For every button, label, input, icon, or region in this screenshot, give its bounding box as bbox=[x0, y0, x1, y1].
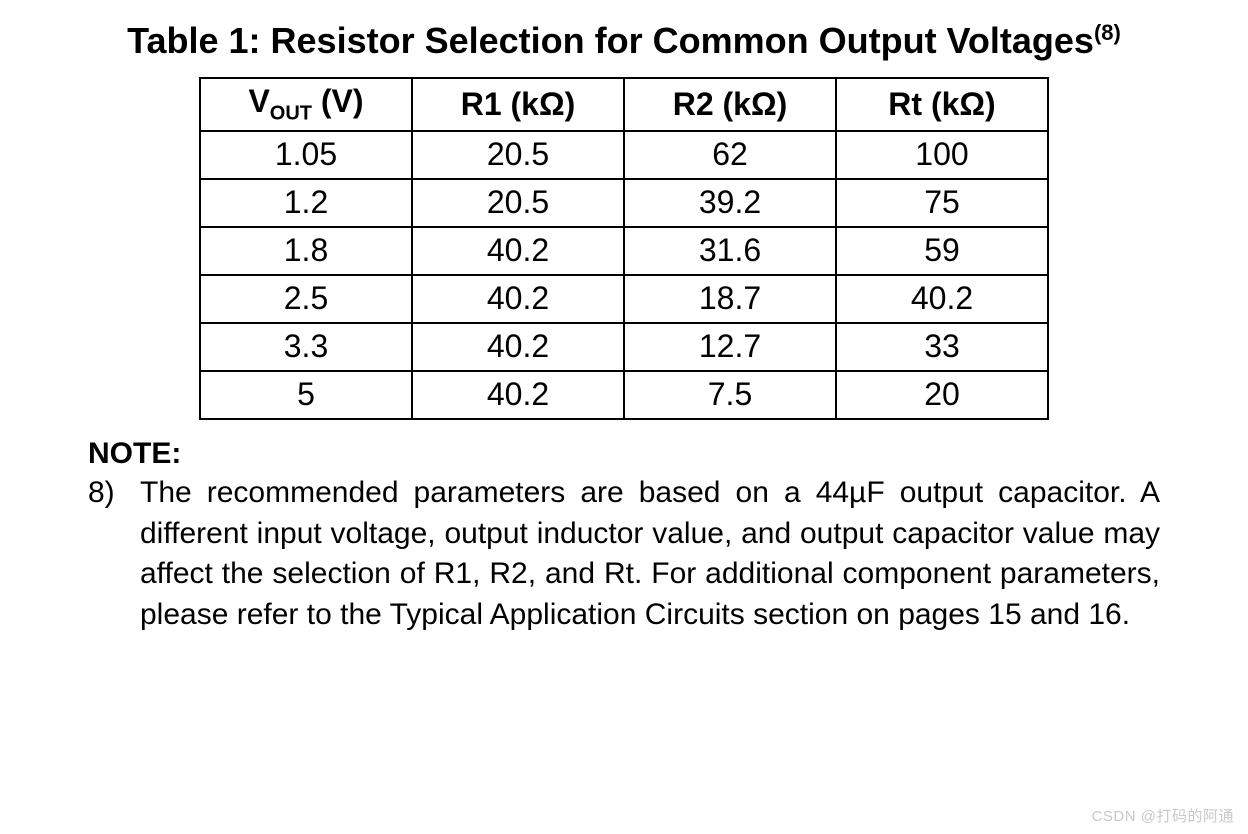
cell-vout: 1.8 bbox=[200, 227, 412, 275]
page-container: Table 1: Resistor Selection for Common O… bbox=[0, 0, 1248, 635]
cell-r2: 39.2 bbox=[624, 179, 836, 227]
note-label: NOTE: bbox=[88, 434, 1160, 473]
cell-r2: 62 bbox=[624, 131, 836, 179]
cell-rt: 75 bbox=[836, 179, 1048, 227]
cell-r1: 40.2 bbox=[412, 323, 624, 371]
table-row: 2.5 40.2 18.7 40.2 bbox=[200, 275, 1048, 323]
col-header-rt: Rt (kΩ) bbox=[836, 78, 1048, 131]
table-row: 1.8 40.2 31.6 59 bbox=[200, 227, 1048, 275]
cell-rt: 59 bbox=[836, 227, 1048, 275]
table-title: Table 1: Resistor Selection for Common O… bbox=[84, 18, 1164, 63]
cell-rt: 33 bbox=[836, 323, 1048, 371]
cell-vout: 1.2 bbox=[200, 179, 412, 227]
table-header-row: VOUT (V) R1 (kΩ) R2 (kΩ) Rt (kΩ) bbox=[200, 78, 1048, 131]
cell-r1: 40.2 bbox=[412, 275, 624, 323]
cell-r1: 40.2 bbox=[412, 371, 624, 419]
title-text: Table 1: Resistor Selection for Common O… bbox=[127, 20, 1094, 61]
cell-r1: 20.5 bbox=[412, 179, 624, 227]
cell-rt: 40.2 bbox=[836, 275, 1048, 323]
table-row: 5 40.2 7.5 20 bbox=[200, 371, 1048, 419]
cell-vout: 1.05 bbox=[200, 131, 412, 179]
cell-vout: 2.5 bbox=[200, 275, 412, 323]
title-superscript: (8) bbox=[1094, 20, 1121, 45]
col-header-vout-pre: V bbox=[248, 83, 269, 119]
watermark: CSDN @打码的阿通 bbox=[1092, 805, 1234, 826]
cell-r2: 31.6 bbox=[624, 227, 836, 275]
col-header-vout: VOUT (V) bbox=[200, 78, 412, 131]
table-body: 1.05 20.5 62 100 1.2 20.5 39.2 75 1.8 40… bbox=[200, 131, 1048, 419]
cell-rt: 100 bbox=[836, 131, 1048, 179]
col-header-r1: R1 (kΩ) bbox=[412, 78, 624, 131]
cell-vout: 3.3 bbox=[200, 323, 412, 371]
table-wrapper: VOUT (V) R1 (kΩ) R2 (kΩ) Rt (kΩ) 1.05 20… bbox=[84, 77, 1164, 420]
cell-vout: 5 bbox=[200, 371, 412, 419]
cell-r2: 7.5 bbox=[624, 371, 836, 419]
col-header-r2: R2 (kΩ) bbox=[624, 78, 836, 131]
resistor-table: VOUT (V) R1 (kΩ) R2 (kΩ) Rt (kΩ) 1.05 20… bbox=[199, 77, 1049, 420]
note-block: NOTE: 8) The recommended parameters are … bbox=[84, 434, 1164, 635]
cell-r2: 12.7 bbox=[624, 323, 836, 371]
col-header-vout-sub: OUT bbox=[270, 102, 312, 124]
table-row: 1.2 20.5 39.2 75 bbox=[200, 179, 1048, 227]
table-row: 1.05 20.5 62 100 bbox=[200, 131, 1048, 179]
note-item: 8) The recommended parameters are based … bbox=[88, 473, 1160, 635]
cell-r1: 20.5 bbox=[412, 131, 624, 179]
col-header-vout-post: (V) bbox=[312, 83, 364, 119]
cell-r1: 40.2 bbox=[412, 227, 624, 275]
cell-rt: 20 bbox=[836, 371, 1048, 419]
note-item-number: 8) bbox=[88, 473, 140, 635]
table-header: VOUT (V) R1 (kΩ) R2 (kΩ) Rt (kΩ) bbox=[200, 78, 1048, 131]
cell-r2: 18.7 bbox=[624, 275, 836, 323]
table-row: 3.3 40.2 12.7 33 bbox=[200, 323, 1048, 371]
note-item-text: The recommended parameters are based on … bbox=[140, 473, 1160, 635]
